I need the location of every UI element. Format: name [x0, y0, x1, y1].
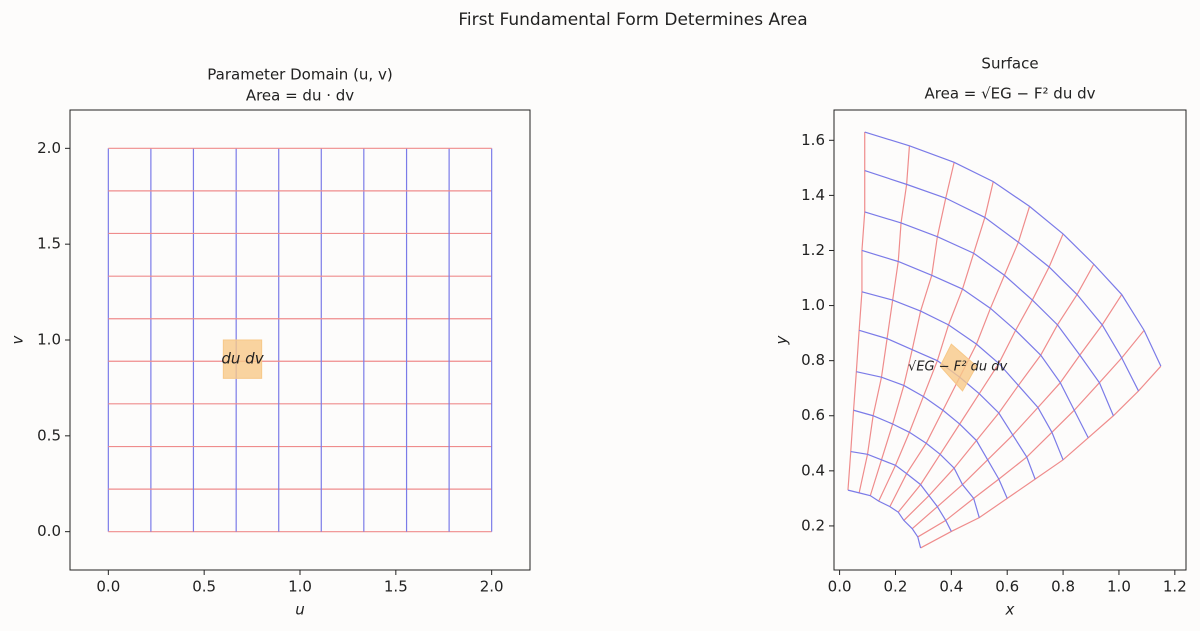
u-curve — [853, 409, 980, 518]
x-tick-label: 1.5 — [384, 578, 408, 596]
v-curve — [920, 365, 1162, 549]
y-tick-label: 0.4 — [801, 461, 825, 479]
x-tick-label: 0.4 — [939, 578, 963, 596]
y-axis-label: y — [773, 334, 791, 345]
y-tick-label: 0.8 — [801, 351, 825, 369]
subplot-title: Area = du · dv — [246, 87, 354, 105]
x-tick-label: 0.2 — [884, 578, 908, 596]
u-curve — [864, 170, 1140, 392]
u-curve — [861, 249, 1089, 439]
area-patch — [222, 339, 263, 379]
x-tick-label: 1.0 — [288, 578, 312, 596]
axes-frame — [69, 109, 531, 571]
subplot-title: Area = √EG − F² du dv — [925, 85, 1096, 103]
v-curve — [897, 233, 1064, 513]
y-tick-label: 1.2 — [801, 241, 825, 259]
u-curve — [858, 329, 1036, 480]
y-tick-label: 1.0 — [37, 331, 61, 349]
x-tick-label: 0.0 — [828, 578, 852, 596]
u-curve — [864, 211, 1114, 416]
subplot-title: Parameter Domain (u, v) — [207, 66, 392, 84]
patch-label: √EG − F² du dv — [908, 359, 1007, 374]
v-curve — [847, 132, 866, 491]
x-tick-label: 2.0 — [480, 578, 504, 596]
u-curve — [847, 489, 922, 549]
x-tick-label: 0.8 — [1051, 578, 1075, 596]
v-curve — [878, 181, 994, 502]
u-curve — [864, 131, 1162, 367]
x-tick-label: 0.0 — [96, 578, 120, 596]
v-curve — [903, 263, 1095, 521]
x-axis-label: u — [295, 601, 305, 619]
x-tick-label: 1.0 — [1107, 578, 1131, 596]
u-curve — [850, 450, 952, 532]
v-curve — [858, 145, 911, 494]
y-tick-label: 2.0 — [37, 139, 61, 157]
y-tick-label: 0.2 — [801, 516, 825, 534]
axes-frame — [833, 109, 1187, 571]
area-patch — [939, 343, 978, 392]
y-tick-label: 1.5 — [37, 235, 61, 253]
subplot-title: Surface — [981, 55, 1038, 73]
u-curve — [861, 291, 1064, 461]
v-curve — [911, 294, 1123, 530]
v-curve — [869, 162, 955, 496]
figure-title: First Fundamental Form Determines Area — [458, 10, 807, 30]
y-tick-label: 1.0 — [801, 296, 825, 314]
x-tick-label: 1.2 — [1163, 578, 1187, 596]
y-tick-label: 1.6 — [801, 131, 825, 149]
x-tick-label: 0.6 — [995, 578, 1019, 596]
y-axis-label: v — [9, 334, 27, 344]
y-tick-label: 0.5 — [37, 426, 61, 444]
y-tick-label: 0.0 — [37, 522, 61, 540]
patch-label: du dv — [221, 350, 264, 368]
y-tick-label: 1.4 — [801, 186, 825, 204]
x-axis-label: x — [1005, 601, 1015, 619]
v-curve — [917, 329, 1145, 538]
x-tick-label: 0.5 — [192, 578, 216, 596]
u-curve — [856, 371, 1008, 499]
y-tick-label: 0.6 — [801, 406, 825, 424]
